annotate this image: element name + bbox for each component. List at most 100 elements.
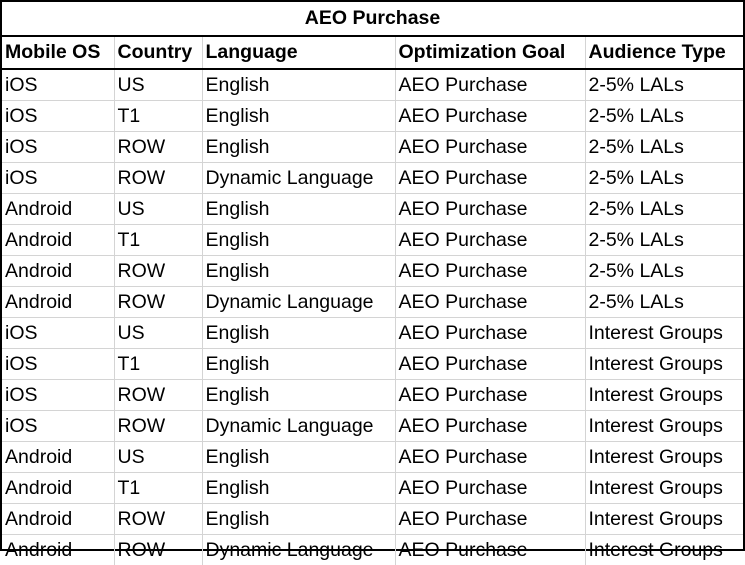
language-cell[interactable]: English xyxy=(202,318,395,349)
country-cell[interactable]: T1 xyxy=(114,225,202,256)
mobile-os-cell[interactable]: iOS xyxy=(2,69,114,101)
language-cell[interactable]: English xyxy=(202,101,395,132)
audience-type-cell[interactable]: 2-5% LALs xyxy=(585,101,743,132)
audience-type-cell[interactable]: 2-5% LALs xyxy=(585,132,743,163)
optimization-goal-cell[interactable]: AEO Purchase xyxy=(395,411,585,442)
optimization-goal-cell[interactable]: AEO Purchase xyxy=(395,318,585,349)
optimization-goal-cell[interactable]: AEO Purchase xyxy=(395,287,585,318)
audience-type-cell[interactable]: 2-5% LALs xyxy=(585,194,743,225)
language-cell[interactable]: English xyxy=(202,69,395,101)
country-cell[interactable]: T1 xyxy=(114,101,202,132)
country-cell[interactable]: ROW xyxy=(114,535,202,565)
audience-type-cell[interactable]: 2-5% LALs xyxy=(585,69,743,101)
optimization-goal-cell[interactable]: AEO Purchase xyxy=(395,69,585,101)
country-cell[interactable]: US xyxy=(114,194,202,225)
mobile-os-cell[interactable]: iOS xyxy=(2,380,114,411)
country-cell[interactable]: T1 xyxy=(114,349,202,380)
country-cell[interactable]: ROW xyxy=(114,163,202,194)
optimization-goal-cell[interactable]: AEO Purchase xyxy=(395,256,585,287)
optimization-goal-cell[interactable]: AEO Purchase xyxy=(395,504,585,535)
country-cell[interactable]: US xyxy=(114,69,202,101)
language-cell[interactable]: English xyxy=(202,442,395,473)
mobile-os-cell[interactable]: Android xyxy=(2,504,114,535)
audience-type-cell[interactable]: 2-5% LALs xyxy=(585,163,743,194)
column-header-language[interactable]: Language xyxy=(202,36,395,69)
optimization-goal-cell[interactable]: AEO Purchase xyxy=(395,101,585,132)
language-cell[interactable]: English xyxy=(202,132,395,163)
mobile-os-cell[interactable]: Android xyxy=(2,473,114,504)
mobile-os-cell[interactable]: iOS xyxy=(2,163,114,194)
mobile-os-cell[interactable]: Android xyxy=(2,535,114,565)
country-cell[interactable]: ROW xyxy=(114,256,202,287)
country-cell[interactable]: ROW xyxy=(114,504,202,535)
column-header-mobile-os[interactable]: Mobile OS xyxy=(2,36,114,69)
language-cell[interactable]: English xyxy=(202,504,395,535)
optimization-goal-cell[interactable]: AEO Purchase xyxy=(395,473,585,504)
language-cell[interactable]: English xyxy=(202,225,395,256)
mobile-os-cell[interactable]: iOS xyxy=(2,132,114,163)
table-title[interactable]: AEO Purchase xyxy=(2,2,743,36)
mobile-os-cell[interactable]: Android xyxy=(2,256,114,287)
mobile-os-cell[interactable]: Android xyxy=(2,287,114,318)
mobile-os-cell[interactable]: iOS xyxy=(2,101,114,132)
audience-type-cell[interactable]: Interest Groups xyxy=(585,504,743,535)
header-row: Mobile OS Country Language Optimization … xyxy=(2,36,743,69)
spreadsheet-table-container: AEO Purchase Mobile OS Country Language … xyxy=(0,0,745,551)
optimization-goal-cell[interactable]: AEO Purchase xyxy=(395,225,585,256)
audience-type-cell[interactable]: Interest Groups xyxy=(585,380,743,411)
title-row: AEO Purchase xyxy=(2,2,743,36)
country-cell[interactable]: ROW xyxy=(114,380,202,411)
optimization-goal-cell[interactable]: AEO Purchase xyxy=(395,349,585,380)
optimization-goal-cell[interactable]: AEO Purchase xyxy=(395,535,585,565)
mobile-os-cell[interactable]: Android xyxy=(2,225,114,256)
optimization-goal-cell[interactable]: AEO Purchase xyxy=(395,194,585,225)
country-cell[interactable]: US xyxy=(114,442,202,473)
optimization-goal-cell[interactable]: AEO Purchase xyxy=(395,163,585,194)
mobile-os-cell[interactable]: Android xyxy=(2,194,114,225)
country-cell[interactable]: T1 xyxy=(114,473,202,504)
optimization-goal-cell[interactable]: AEO Purchase xyxy=(395,442,585,473)
country-cell[interactable]: ROW xyxy=(114,287,202,318)
audience-type-cell[interactable]: 2-5% LALs xyxy=(585,287,743,318)
language-cell[interactable]: English xyxy=(202,380,395,411)
country-cell[interactable]: ROW xyxy=(114,132,202,163)
mobile-os-cell[interactable]: iOS xyxy=(2,411,114,442)
column-header-optimization-goal[interactable]: Optimization Goal xyxy=(395,36,585,69)
language-cell[interactable]: Dynamic Language xyxy=(202,411,395,442)
mobile-os-cell[interactable]: Android xyxy=(2,442,114,473)
audience-type-cell[interactable]: Interest Groups xyxy=(585,349,743,380)
audience-type-cell[interactable]: Interest Groups xyxy=(585,318,743,349)
optimization-goal-cell[interactable]: AEO Purchase xyxy=(395,380,585,411)
language-cell[interactable]: English xyxy=(202,473,395,504)
language-cell[interactable]: Dynamic Language xyxy=(202,163,395,194)
language-cell[interactable]: English xyxy=(202,194,395,225)
mobile-os-cell[interactable]: iOS xyxy=(2,318,114,349)
audience-type-cell[interactable]: Interest Groups xyxy=(585,411,743,442)
language-cell[interactable]: Dynamic Language xyxy=(202,535,395,565)
language-cell[interactable]: English xyxy=(202,256,395,287)
optimization-goal-cell[interactable]: AEO Purchase xyxy=(395,132,585,163)
audience-type-cell[interactable]: 2-5% LALs xyxy=(585,256,743,287)
column-header-audience-type[interactable]: Audience Type xyxy=(585,36,743,69)
language-cell[interactable]: English xyxy=(202,349,395,380)
country-cell[interactable]: ROW xyxy=(114,411,202,442)
column-header-country[interactable]: Country xyxy=(114,36,202,69)
language-cell[interactable]: Dynamic Language xyxy=(202,287,395,318)
country-cell[interactable]: US xyxy=(114,318,202,349)
audience-type-cell[interactable]: Interest Groups xyxy=(585,535,743,565)
audience-type-cell[interactable]: 2-5% LALs xyxy=(585,225,743,256)
mobile-os-cell[interactable]: iOS xyxy=(2,349,114,380)
audience-type-cell[interactable]: Interest Groups xyxy=(585,442,743,473)
audience-type-cell[interactable]: Interest Groups xyxy=(585,473,743,504)
